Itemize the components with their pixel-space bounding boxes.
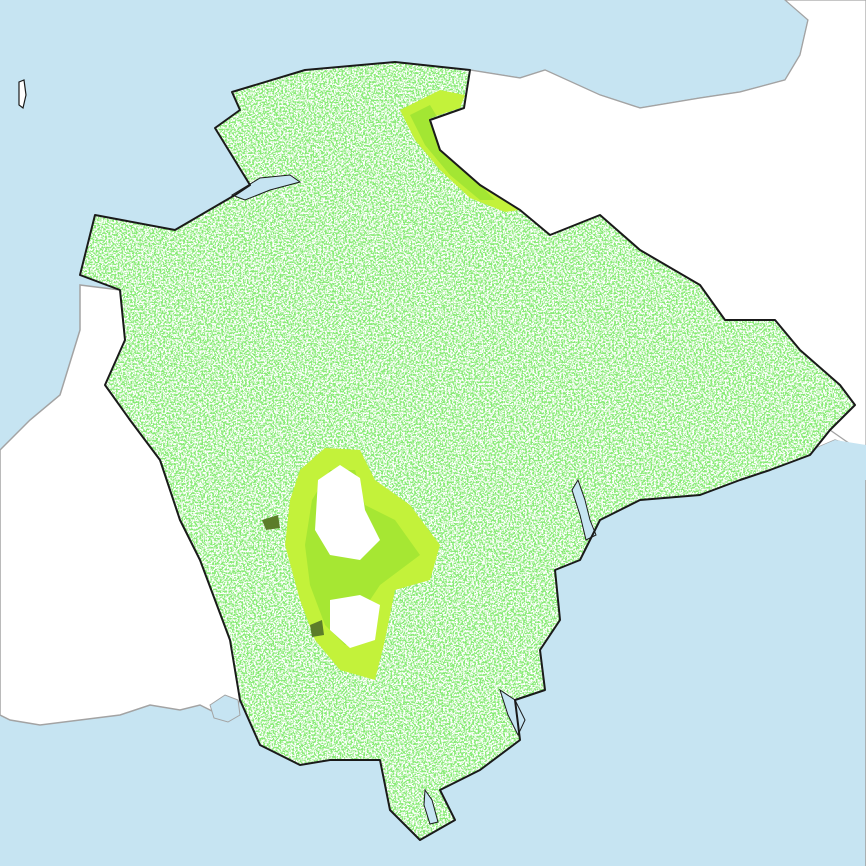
- dartmoor-north-open: [315, 465, 380, 560]
- taw-torridge-estuary: [230, 174, 302, 201]
- dark-patch: [262, 515, 280, 530]
- kingsbridge-estuary: [423, 788, 439, 825]
- dartmoor-moorland: [285, 448, 440, 680]
- lundy-island: [18, 79, 27, 110]
- dark-patch: [310, 620, 324, 637]
- county-border: [79, 61, 856, 841]
- tamar-estuary: [209, 694, 241, 723]
- dartmoor-south-open: [330, 595, 380, 648]
